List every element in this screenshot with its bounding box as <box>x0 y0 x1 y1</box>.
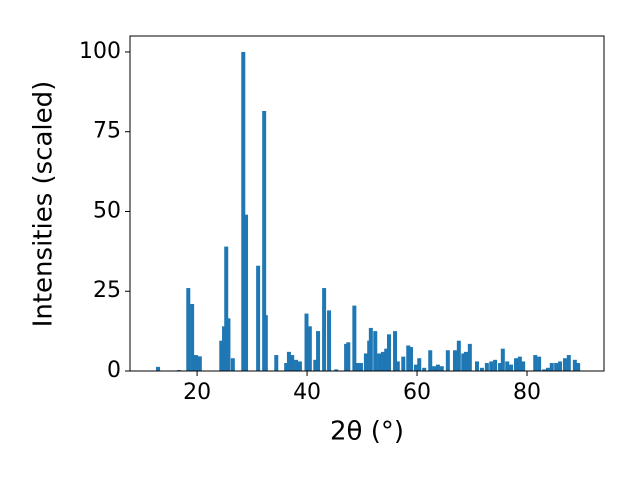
bar <box>537 356 542 371</box>
bar <box>193 355 198 371</box>
bar <box>344 343 349 371</box>
bar <box>190 304 195 371</box>
bar <box>186 288 191 371</box>
bar <box>572 359 577 371</box>
bar <box>445 350 450 371</box>
bar <box>286 351 291 371</box>
bar <box>304 313 309 371</box>
bar <box>401 356 406 371</box>
bar <box>484 363 489 371</box>
bar <box>284 363 289 371</box>
bar <box>297 361 302 371</box>
plot-frame <box>129 35 605 372</box>
y-tick-label: 75 <box>93 119 121 144</box>
bar <box>380 351 385 371</box>
bar <box>368 327 373 371</box>
bar <box>406 345 411 371</box>
y-tick-label: 25 <box>93 278 121 303</box>
bar <box>554 363 559 371</box>
bar <box>358 363 363 371</box>
bar <box>352 305 357 371</box>
bar <box>498 363 503 371</box>
bar <box>327 310 332 371</box>
bar <box>290 355 295 371</box>
x-tick-label: 60 <box>403 380 431 405</box>
bar <box>377 353 382 371</box>
bar <box>517 356 522 371</box>
bar <box>432 366 437 371</box>
bar <box>474 361 479 371</box>
bar <box>313 359 318 371</box>
bar <box>316 331 321 371</box>
x-tick-label: 80 <box>513 380 541 405</box>
bar <box>230 358 235 371</box>
bar <box>558 361 563 371</box>
bar <box>263 315 268 371</box>
bar <box>156 366 161 371</box>
bar <box>363 353 368 371</box>
bar <box>219 340 224 371</box>
x-axis-label: 2θ (°) <box>330 417 404 447</box>
bar <box>244 214 249 371</box>
bar <box>294 359 299 371</box>
y-axis-label: Intensities (scaled) <box>29 81 59 328</box>
bar <box>452 350 457 371</box>
x-tick-label: 20 <box>183 380 211 405</box>
y-tick-label: 50 <box>93 198 121 223</box>
y-tick-label: 100 <box>79 39 121 64</box>
bar <box>566 355 571 371</box>
bar <box>456 340 461 371</box>
bar <box>542 369 547 371</box>
bar <box>514 358 519 371</box>
bar <box>533 355 538 371</box>
bar <box>226 318 231 371</box>
bar <box>435 364 440 371</box>
bar <box>549 363 554 371</box>
bar <box>576 363 581 371</box>
bar <box>274 355 279 371</box>
bar <box>562 358 567 371</box>
bar <box>322 288 327 371</box>
bar <box>463 351 468 371</box>
bar <box>197 356 202 371</box>
bar <box>384 348 389 371</box>
bar <box>386 334 391 371</box>
bar <box>509 364 514 371</box>
bar <box>346 342 351 371</box>
bar <box>521 361 526 371</box>
bar <box>417 358 422 371</box>
bar <box>224 246 229 371</box>
bar <box>493 359 498 371</box>
bar <box>334 369 339 371</box>
bar <box>413 364 418 371</box>
bar <box>428 350 433 371</box>
bar <box>500 348 505 371</box>
bar <box>489 361 494 371</box>
bar <box>355 363 360 371</box>
bar <box>461 353 466 371</box>
bar <box>241 51 246 371</box>
bar <box>393 331 398 371</box>
bar <box>505 361 510 371</box>
bar <box>467 343 472 371</box>
bar <box>439 366 444 371</box>
bar <box>545 367 550 371</box>
bar <box>373 331 378 371</box>
bar <box>262 110 267 371</box>
x-tick-label: 40 <box>293 380 321 405</box>
y-tick-label: 0 <box>107 358 121 383</box>
bar <box>307 326 312 371</box>
bar <box>256 265 261 371</box>
bar <box>408 347 413 371</box>
bar <box>422 367 427 371</box>
bar <box>395 361 400 371</box>
bar <box>479 367 484 371</box>
bar <box>222 326 227 371</box>
